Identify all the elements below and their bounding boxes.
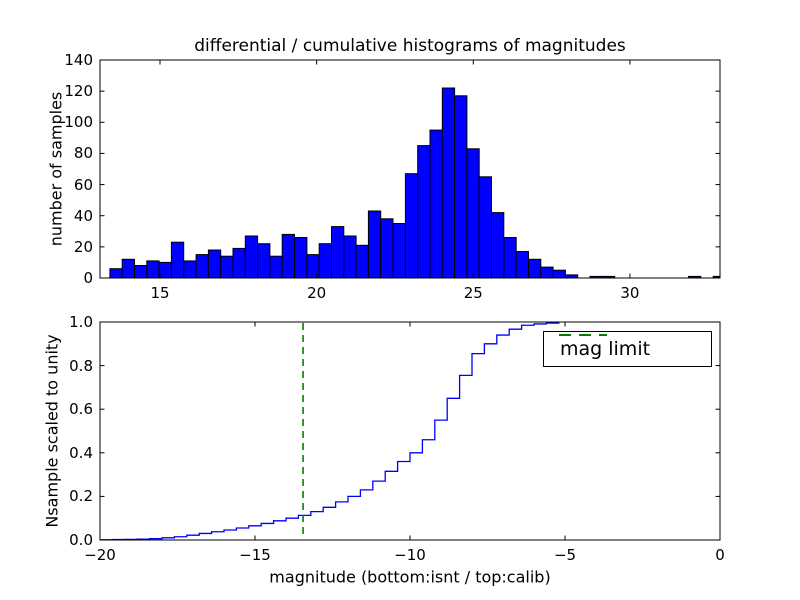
- top-y-tick-label: 40: [73, 206, 93, 225]
- histogram-bar: [183, 260, 197, 279]
- bottom-y-tick-label: 0.4: [69, 443, 93, 462]
- histogram-bar: [417, 145, 431, 279]
- histogram-bar: [146, 260, 160, 279]
- histogram-bar: [170, 241, 185, 279]
- histogram-bar: [109, 268, 123, 279]
- top-y-tick-label: 20: [73, 237, 93, 256]
- top-axes-frame: [99, 59, 721, 279]
- histogram-bar: [454, 95, 468, 279]
- bottom-y-tick-label: 0.0: [69, 531, 93, 549]
- histogram-bar: [294, 237, 308, 279]
- histogram-bar: [515, 251, 530, 279]
- histogram-bar: [503, 237, 517, 279]
- top-x-tick-label: 30: [620, 284, 640, 302]
- legend-dashed-line-icon: [559, 334, 607, 336]
- top-y-tick-label: 80: [73, 144, 93, 163]
- legend-box: mag limit: [543, 331, 712, 367]
- histogram-bar: [380, 218, 394, 279]
- bottom-y-tick-label: 0.8: [69, 356, 93, 375]
- histogram-bar: [306, 254, 320, 279]
- x-axis-label: magnitude (bottom:isnt / top:calib): [269, 567, 551, 587]
- histogram-bar: [269, 255, 283, 279]
- histogram-bar: [318, 243, 333, 279]
- histogram-bar: [331, 226, 345, 279]
- histogram-bar: [195, 254, 209, 279]
- cumulative-step-curve: [100, 322, 560, 541]
- top-y-tick-label: 0: [83, 269, 93, 287]
- bottom-y-tick-label: 1.0: [69, 313, 93, 331]
- histogram-bar: [441, 87, 456, 279]
- histogram-bar: [478, 176, 493, 279]
- histogram-bar: [367, 210, 382, 279]
- top-y-tick-label: 100: [64, 113, 93, 132]
- top-y-tick-label: 140: [64, 51, 93, 69]
- bottom-x-tick-label: 0: [715, 546, 725, 564]
- histogram-bar: [232, 247, 246, 279]
- histogram-bar: [392, 223, 406, 279]
- histogram-bar: [552, 269, 566, 279]
- top-y-tick-label: 60: [73, 175, 93, 194]
- top-y-tick-label: 120: [64, 82, 93, 101]
- bottom-y-tick-label: 0.2: [69, 487, 93, 506]
- histogram-bar: [404, 173, 419, 279]
- figure-title: differential / cumulative histograms of …: [194, 36, 626, 56]
- histogram-bar: [158, 261, 172, 279]
- bottom-x-tick-label: −10: [394, 546, 426, 564]
- bottom-x-tick-label: −20: [84, 546, 116, 564]
- bottom-y-tick-label: 0.6: [69, 400, 93, 419]
- bottom-x-tick-label: −5: [553, 546, 577, 564]
- histogram-bar: [207, 249, 222, 279]
- top-x-tick-label: 20: [307, 284, 327, 302]
- bottom-x-tick-label: −15: [239, 546, 271, 564]
- legend-label: mag limit: [560, 338, 651, 360]
- top-x-tick-label: 25: [463, 284, 483, 302]
- histogram-bar: [244, 235, 259, 279]
- histogram-bar: [528, 258, 542, 279]
- histogram-bar: [121, 258, 135, 279]
- histogram-bar: [491, 212, 505, 279]
- histogram-bar: [281, 233, 296, 279]
- top-x-tick-label: 15: [150, 284, 170, 302]
- histogram-bar: [257, 243, 271, 279]
- histogram-bar: [429, 129, 443, 279]
- histogram-bar: [355, 244, 369, 279]
- histogram-bar: [540, 266, 554, 279]
- histogram-bar: [220, 255, 234, 279]
- histogram-bar: [343, 235, 357, 279]
- histogram-bar: [466, 148, 480, 279]
- histogram-bar: [134, 265, 148, 279]
